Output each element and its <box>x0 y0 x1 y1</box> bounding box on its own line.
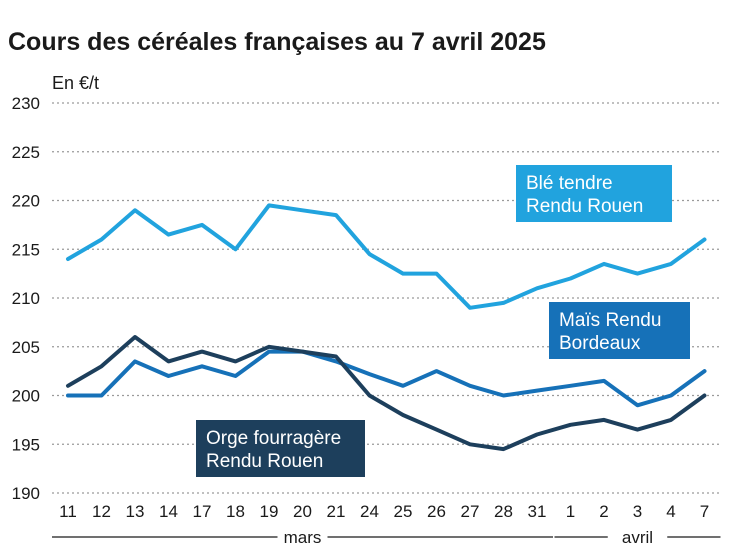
series-label-line: Bordeaux <box>559 333 641 354</box>
x-tick-label: 4 <box>666 502 675 521</box>
series-lines <box>66 203 707 452</box>
x-tick-label: 14 <box>159 502 178 521</box>
y-tick-label-210: 210 <box>12 289 40 308</box>
y-tick-label-215: 215 <box>12 240 40 259</box>
x-tick-label: 17 <box>193 502 212 521</box>
series-label-line: Orge fourragère <box>206 428 341 449</box>
y-tick-label-200: 200 <box>12 387 40 406</box>
y-tick-label-225: 225 <box>12 143 40 162</box>
x-tick-label: 28 <box>494 502 513 521</box>
x-tick-label: 12 <box>92 502 111 521</box>
y-tick-label-205: 205 <box>12 338 40 357</box>
x-tick-label: 27 <box>461 502 480 521</box>
month-label-avril: avril <box>622 528 653 547</box>
x-tick-label: 25 <box>394 502 413 521</box>
series-label-box <box>196 420 365 477</box>
x-tick-label: 11 <box>59 502 77 521</box>
x-tick-label: 19 <box>260 502 279 521</box>
series-line-ble-tendre-rendu-rouen <box>66 203 707 310</box>
x-tick-label: 18 <box>226 502 245 521</box>
series-label-line: Maïs Rendu <box>559 310 661 331</box>
y-tick-label-195: 195 <box>12 435 40 454</box>
y-tick-label-190: 190 <box>12 484 40 503</box>
y-tick-label-230: 230 <box>12 94 40 113</box>
series-line-orge-fourragere-rendu-rouen <box>66 335 707 452</box>
series-label-line: Rendu Rouen <box>206 451 323 472</box>
x-tick-label: 26 <box>427 502 446 521</box>
y-tick-labels: 190 195 200 205 210 215 220 225 230 <box>12 94 40 503</box>
series-line-mais-rendu-bordeaux <box>66 349 707 408</box>
gridlines <box>52 102 720 494</box>
y-axis-label: En €/t <box>52 73 99 93</box>
x-tick-label: 3 <box>633 502 642 521</box>
y-tick-label-220: 220 <box>12 192 40 211</box>
x-tick-label: 7 <box>700 502 709 521</box>
x-tick-label: 2 <box>599 502 608 521</box>
x-tick-label: 20 <box>293 502 312 521</box>
x-tick-labels: 11 12 13 14 17 18 19 20 21 24 25 26 27 28 31 1 2 3 4 7 <box>59 502 709 521</box>
x-tick-label: 13 <box>126 502 145 521</box>
x-tick-label: 24 <box>360 502 379 521</box>
chart-title: Cours des céréales françaises au 7 avril… <box>8 28 546 56</box>
series-label-line: Blé tendre <box>526 173 613 194</box>
month-label-mars: mars <box>284 528 322 547</box>
x-tick-label: 21 <box>327 502 346 521</box>
series-label-line: Rendu Rouen <box>526 196 643 217</box>
x-tick-label: 31 <box>528 502 547 521</box>
month-labels: mars avril <box>52 528 721 547</box>
x-tick-label: 1 <box>566 502 575 521</box>
series-label-box <box>516 165 672 222</box>
series-label-box <box>549 302 690 359</box>
